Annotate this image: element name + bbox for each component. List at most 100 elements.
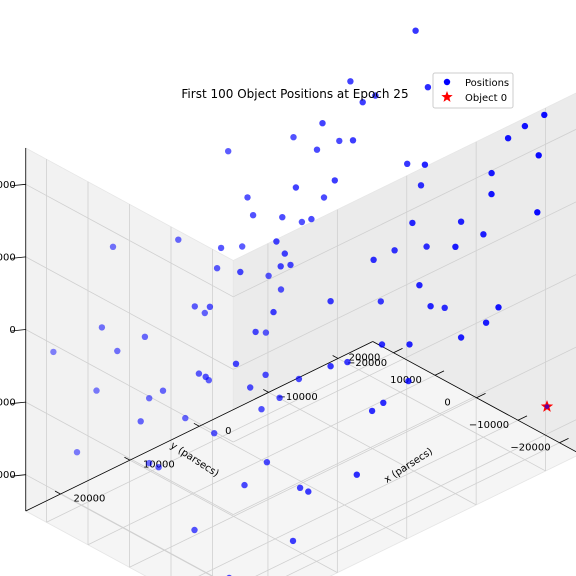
data-point	[457, 218, 465, 225]
chart-title: First 100 Object Positions at Epoch 25	[181, 87, 408, 101]
data-point	[298, 218, 306, 226]
z-tick	[11, 183, 26, 187]
data-point	[405, 377, 412, 385]
data-point	[239, 243, 246, 250]
data-point	[336, 137, 343, 145]
data-point	[406, 341, 413, 348]
y-tick	[476, 392, 486, 399]
data-point	[73, 449, 81, 456]
data-point	[159, 387, 167, 394]
data-point	[262, 329, 270, 336]
z-tick	[11, 329, 26, 332]
data-point	[424, 84, 432, 91]
y-tick-label: −10000	[469, 420, 509, 431]
gridline-z-right-wall	[255, 419, 576, 576]
data-point	[544, 404, 550, 409]
data-point	[146, 395, 153, 402]
data-point	[504, 135, 512, 142]
x-tick	[124, 456, 131, 461]
legend-label-object0: Object 0	[465, 93, 507, 104]
data-point	[225, 148, 232, 155]
data-point	[191, 526, 198, 534]
data-point	[262, 371, 269, 378]
data-point	[482, 319, 490, 326]
data-point	[427, 303, 434, 310]
data-point	[217, 244, 225, 252]
data-point	[232, 360, 240, 367]
x-tick	[193, 422, 200, 427]
data-point	[273, 238, 280, 245]
data-point	[155, 464, 162, 471]
data-point	[277, 286, 285, 293]
data-point	[249, 212, 257, 219]
x-tick	[54, 490, 61, 495]
data-point	[480, 231, 487, 238]
data-point	[378, 341, 386, 348]
y-tick-label: −20000	[510, 442, 550, 453]
z-tick-label: 0	[9, 325, 15, 336]
legend-marker-positions	[443, 78, 451, 86]
data-point	[535, 152, 542, 159]
data-point	[353, 471, 360, 478]
data-point	[404, 160, 411, 167]
data-point	[359, 99, 366, 106]
gridline-y-floor	[46, 352, 394, 523]
gridline-y-floor	[129, 397, 477, 568]
data-point	[247, 384, 254, 391]
scatter-points	[50, 27, 554, 576]
x-tick	[263, 389, 269, 393]
legend-marker-object0	[441, 91, 453, 102]
gridline-z-left-wall	[25, 474, 214, 576]
data-point	[263, 459, 271, 466]
data-point	[289, 537, 297, 545]
tick-marks	[11, 183, 569, 495]
data-point	[391, 247, 398, 254]
data-point	[377, 298, 384, 305]
y-tick	[559, 437, 569, 444]
z-tick	[11, 401, 26, 404]
gridline-z-left-wall	[25, 401, 234, 515]
data-point	[534, 209, 541, 216]
gridline-z-right-wall	[233, 201, 576, 370]
z-tick-label: −10000	[0, 398, 16, 409]
data-point	[320, 194, 328, 201]
data-point	[270, 308, 277, 316]
gridlines	[25, 107, 576, 576]
gridline-z-right-wall	[233, 274, 576, 443]
gridline-y-floor	[285, 442, 560, 576]
z-tick-label: 20000	[0, 180, 16, 191]
data-point	[195, 370, 203, 377]
data-point	[146, 459, 153, 467]
data-point	[191, 303, 198, 310]
data-point	[277, 263, 284, 270]
data-point	[281, 250, 288, 257]
data-point	[441, 304, 448, 311]
data-point	[279, 214, 286, 221]
data-point	[319, 120, 326, 127]
data-point	[305, 488, 312, 495]
gridline-z-right-wall	[233, 346, 576, 515]
data-point	[349, 137, 357, 144]
data-point	[380, 399, 387, 406]
data-point	[182, 414, 189, 422]
x-tick-label: 0	[225, 426, 231, 437]
data-point	[488, 190, 495, 198]
data-point	[452, 243, 459, 250]
data-point	[417, 182, 425, 189]
data-point	[109, 243, 117, 250]
z-tick	[11, 474, 26, 477]
data-point	[423, 243, 430, 250]
data-point	[488, 169, 495, 177]
data-point	[276, 394, 283, 401]
data-point	[244, 194, 251, 201]
data-point	[372, 92, 379, 99]
data-point	[252, 328, 259, 336]
data-point	[521, 122, 529, 130]
data-point	[137, 418, 144, 425]
data-point	[93, 387, 100, 394]
data-point	[213, 265, 221, 272]
data-point	[292, 184, 300, 191]
data-point	[421, 161, 429, 168]
y-tick	[517, 415, 528, 421]
